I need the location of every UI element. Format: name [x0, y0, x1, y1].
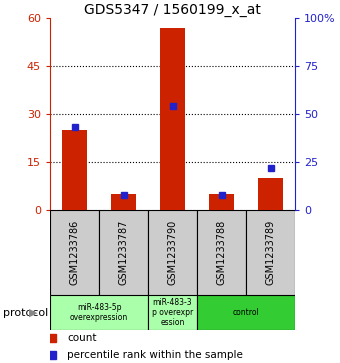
Text: percentile rank within the sample: percentile rank within the sample — [67, 350, 243, 360]
Text: control: control — [233, 308, 259, 317]
Bar — [50, 210, 99, 295]
Text: ▶: ▶ — [29, 307, 37, 318]
Bar — [148, 210, 197, 295]
Bar — [99, 210, 148, 295]
Title: GDS5347 / 1560199_x_at: GDS5347 / 1560199_x_at — [84, 3, 261, 17]
Bar — [209, 194, 234, 210]
Bar — [258, 178, 283, 210]
Bar — [160, 28, 185, 210]
Text: GSM1233790: GSM1233790 — [168, 220, 177, 285]
Text: GSM1233787: GSM1233787 — [119, 220, 129, 285]
Bar — [246, 210, 295, 295]
Bar — [197, 210, 246, 295]
Bar — [111, 194, 136, 210]
Text: GSM1233789: GSM1233789 — [266, 220, 275, 285]
Text: protocol: protocol — [3, 307, 49, 318]
Text: GSM1233786: GSM1233786 — [69, 220, 80, 285]
Text: miR-483-3
p overexpr
ession: miR-483-3 p overexpr ession — [152, 298, 193, 327]
Text: miR-483-5p
overexpression: miR-483-5p overexpression — [70, 303, 128, 322]
Text: count: count — [67, 333, 97, 343]
Text: GSM1233788: GSM1233788 — [217, 220, 226, 285]
Bar — [148, 295, 197, 330]
Bar — [62, 130, 87, 210]
Bar — [50, 295, 148, 330]
Bar — [197, 295, 295, 330]
